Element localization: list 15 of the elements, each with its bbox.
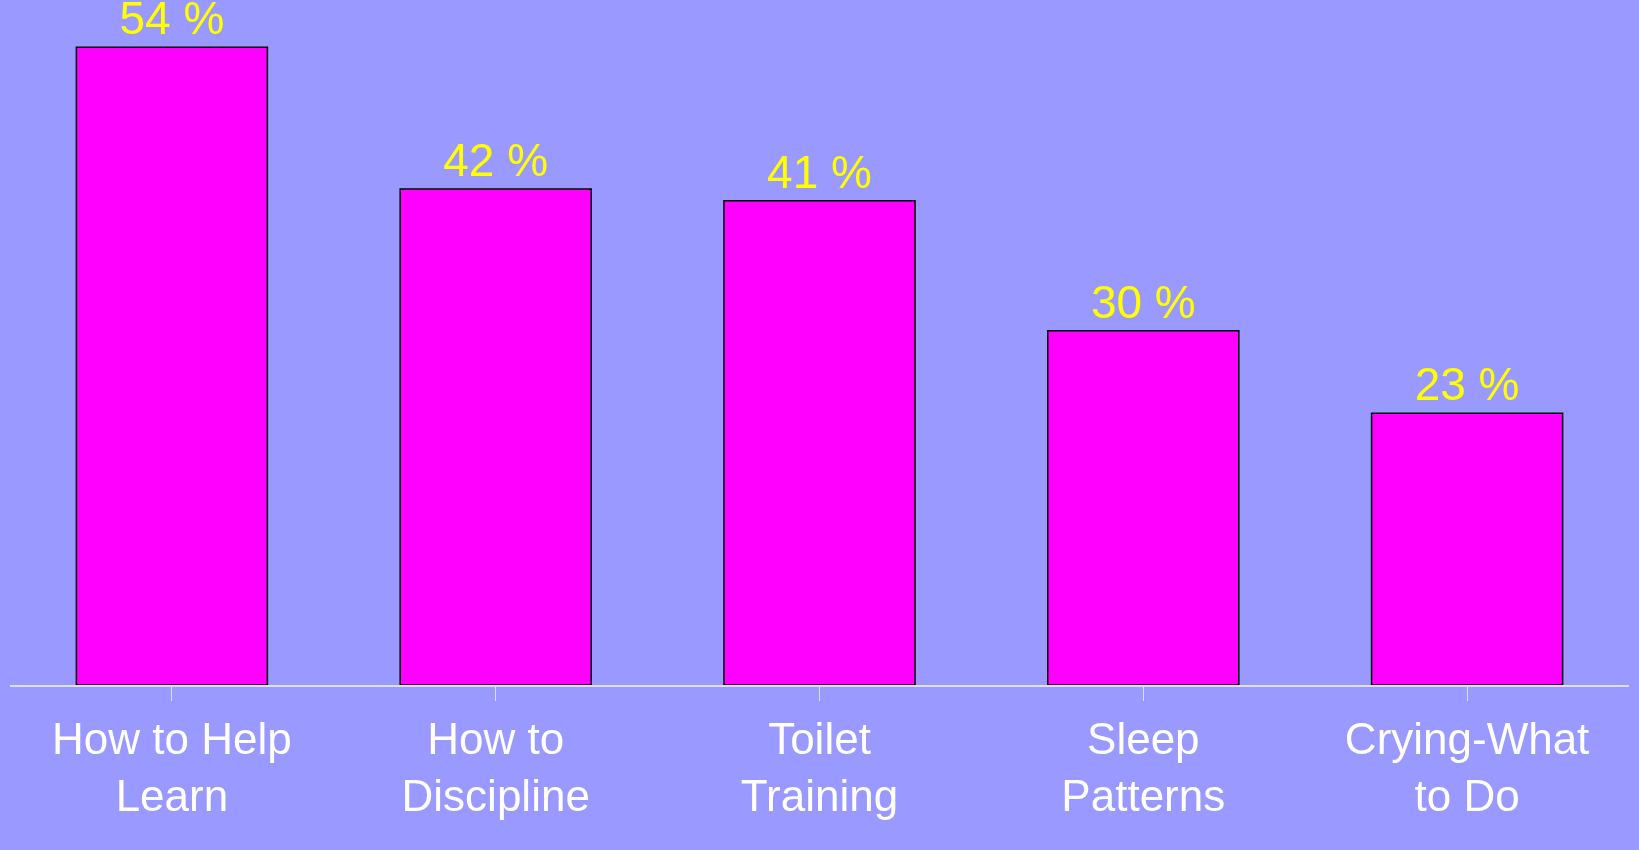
bar — [723, 200, 916, 685]
x-tick-label: Sleep Patterns — [1061, 713, 1226, 820]
bar — [1047, 329, 1240, 685]
bar — [399, 188, 592, 685]
data-label: 23 % — [1414, 358, 1520, 411]
data-label: 42 % — [443, 133, 549, 186]
x-tick-label: How to Discipline — [401, 713, 590, 820]
bar — [1370, 412, 1564, 685]
x-tick-label: How to Help Learn — [52, 713, 292, 820]
bar — [75, 46, 269, 685]
x-tick-label: Toilet Training — [740, 713, 899, 820]
x-tick-label: Crying-What to Do — [1344, 713, 1590, 820]
data-label: 54 % — [119, 0, 225, 45]
data-label: 41 % — [767, 145, 872, 198]
data-label: 30 % — [1090, 275, 1196, 328]
